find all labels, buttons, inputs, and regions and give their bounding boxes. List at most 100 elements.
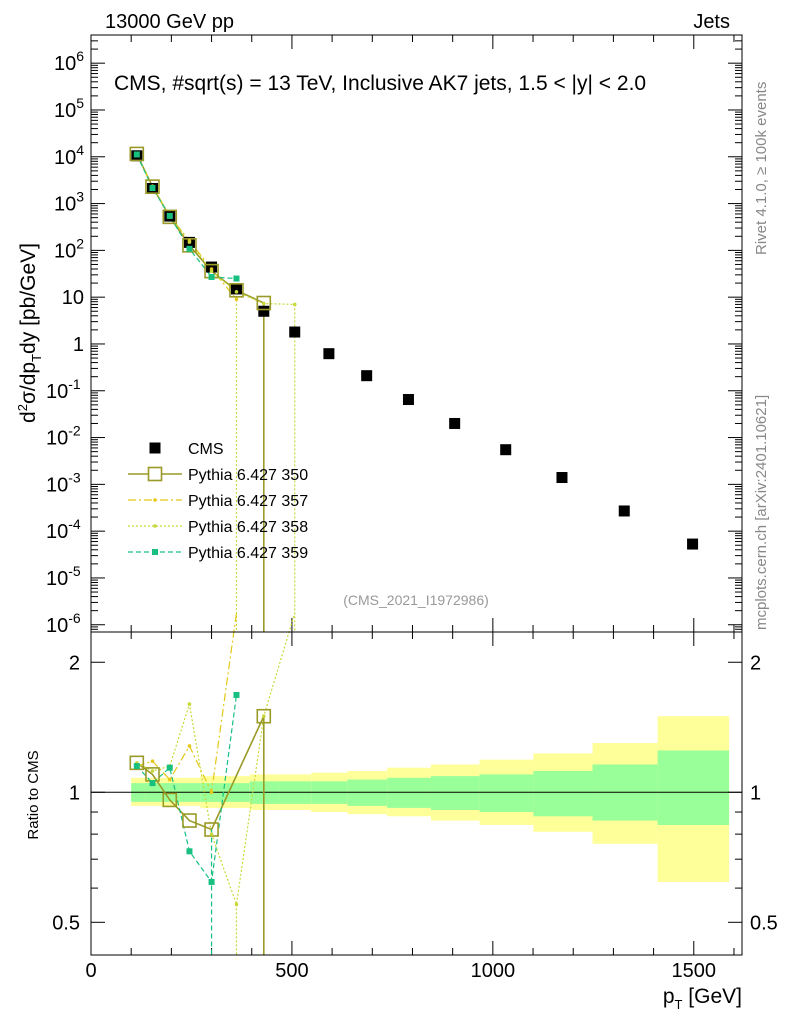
cms-point [500,444,512,456]
ratio-point [150,769,155,773]
ratio-panel: 0 500 1000 1500 0.5 0.5 1 1 2 2 [52,612,778,982]
y-tick-label: 10-2 [46,423,81,450]
mcplots-label: mcplots.cern.ch [arXiv:2401.10621] [753,395,770,630]
y-tick-label: 106 [54,48,84,75]
ratio-point [186,848,193,855]
ratio-band-green [479,774,534,813]
y-tick-label: 10-3 [46,469,81,496]
legend-marker [152,549,158,555]
cms-point [449,417,461,429]
mc-point [234,297,239,302]
cms-point [289,326,301,338]
mc-point [133,151,140,158]
ratio-band-green [387,777,431,808]
ratio-point [182,813,197,828]
legend-marker-cms [149,442,161,454]
x-tick-label: 1500 [672,960,717,982]
ratio-point [261,714,266,719]
mc-point [234,290,239,294]
svg-text:d2σ/dpTdy [pb/GeV]: d2σ/dpTdy [pb/GeV] [15,243,44,423]
x-tick-label: 1000 [471,960,516,982]
legend-marker [147,466,163,482]
legend-label: Pythia 6.427 359 [188,545,308,562]
x-axis-label: pT [GeV] [663,985,742,1012]
cms-point [402,394,414,406]
mc-point [166,212,173,219]
ratio-point [233,691,240,698]
ratio-band-green [430,776,480,810]
mc-point [187,240,192,244]
cms-point [687,538,699,550]
y-tick-label: 10-4 [46,516,81,543]
mc-point [145,179,160,194]
mc-point [182,238,197,253]
y-tick-label: 104 [54,142,84,169]
chart-title: CMS, #sqrt(s) = 13 TeV, Inclusive AK7 je… [114,72,646,95]
ratio-point [208,878,215,885]
cms-point [323,348,335,360]
y-axis-label: d2σ/dpTdy [pb/GeV] [15,243,44,423]
series-line [136,154,237,280]
cms-point [618,505,630,517]
ratio-y-tick-label: 1 [69,782,80,804]
series-line [136,154,295,306]
ratio-point [149,780,156,787]
legend-label: CMS [188,441,224,458]
ratio-point [234,902,239,907]
ratio-point [129,755,145,771]
ratio-y-tick-label-right: 0.5 [750,912,778,934]
mc-point [209,269,214,273]
cms-point [361,370,373,382]
ratio-series-line [136,715,265,831]
y-tick-label: 105 [54,95,84,122]
mc-point [208,273,215,280]
mc-point [129,146,145,162]
chart-watermark: (CMS_2021_I1972986) [343,592,489,608]
header-left: 13000 GeV pp [105,11,234,33]
ratio-frame [90,631,743,956]
ratio-y-tick-label-right: 1 [750,782,761,804]
ratio-point [256,708,272,724]
ratio-series-line [136,612,296,905]
x-tick-label: 0 [85,960,96,982]
ratio-y-tick-label-right: 2 [750,652,761,674]
ratio-series-line [136,612,238,795]
mc-point [149,185,156,192]
ratio-y-tick-label: 2 [69,652,80,674]
legend-label: Pythia 6.427 358 [188,519,308,536]
y-tick-label: 10-1 [46,376,81,403]
ratio-y-label: Ratio to CMS [25,750,42,839]
y-tick-label: 1 [73,334,84,356]
ratio-point [162,792,178,808]
mc-point [233,275,240,282]
legend-marker [153,498,157,502]
mc-point [292,302,297,307]
x-tick-label: 500 [275,960,308,982]
mc-point [256,295,272,311]
ratio-point [204,822,219,837]
legend-marker [153,524,157,528]
cms-point [206,261,218,273]
ratio-point [133,763,140,770]
ratio-point [166,764,173,771]
mc-point [162,209,178,225]
mc-point [229,283,244,298]
legend-label: Pythia 6.427 350 [188,467,308,484]
series-line [136,153,265,304]
mc-point [261,301,266,306]
ratio-point [209,790,214,795]
ratio-point [187,744,192,748]
legend: CMS Pythia 6.427 350 Pythia 6.427 357 Pythi… [128,441,308,562]
cms-point [230,283,242,295]
ratio-point [187,702,192,706]
ratio-band-green [657,750,730,825]
y-tick-label: 10-5 [46,563,81,590]
main-frame [90,34,743,633]
cms-point [258,305,270,317]
ratio-band-green [533,771,593,817]
header-right: Jets [693,11,730,33]
y-tick-label: 102 [54,235,84,262]
y-tick-label: 103 [54,189,84,216]
y-tick-label: 10 [62,287,84,309]
